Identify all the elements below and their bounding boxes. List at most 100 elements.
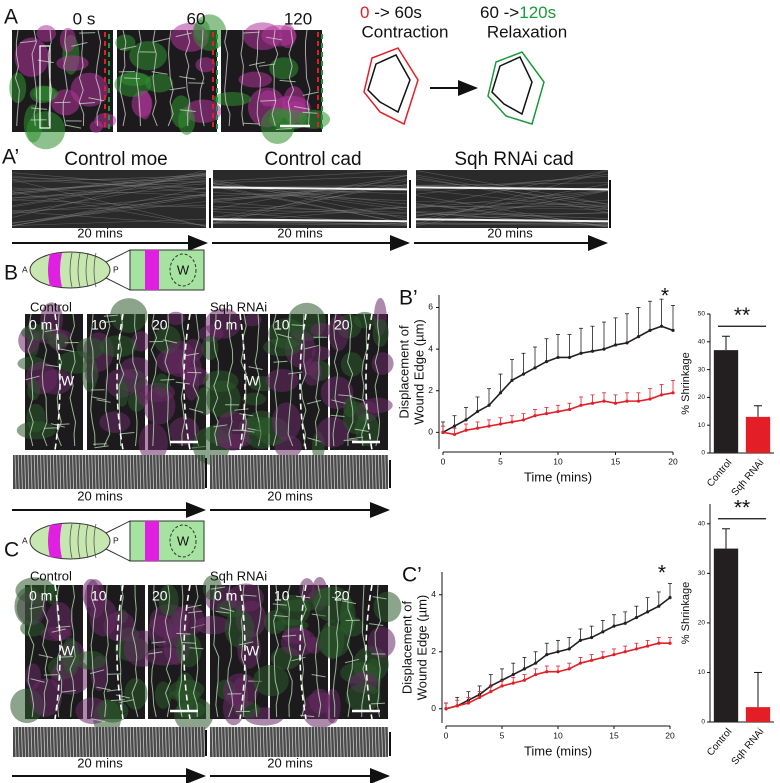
- embryo-stripe: [48, 524, 62, 558]
- wound-label: W: [177, 533, 190, 548]
- zoom-line: [105, 548, 131, 562]
- significance: *: [658, 562, 666, 585]
- data-point: [671, 328, 675, 332]
- kymo-streak: [358, 726, 361, 758]
- kymo-streak: [307, 454, 310, 490]
- data-point: [489, 690, 493, 694]
- kymo-streak: [212, 175, 408, 210]
- stain: [299, 578, 315, 602]
- cell-edge: [62, 29, 68, 127]
- stain: [29, 678, 63, 717]
- duration: 20 mins: [487, 225, 533, 240]
- cell-edge: [277, 333, 292, 339]
- kymo-streak: [78, 726, 81, 758]
- y-tick-label: 20: [698, 620, 706, 627]
- kymo-streak: [155, 454, 158, 490]
- cell-edge: [354, 428, 369, 432]
- kymo-streak: [415, 212, 609, 227]
- cell-edge: [361, 584, 368, 718]
- x-tick-label: 10: [553, 730, 563, 740]
- kymo-streak: [298, 454, 300, 490]
- data-point: [511, 681, 515, 685]
- kymo-streak: [65, 726, 68, 758]
- stain: [367, 626, 396, 658]
- cell-edge: [374, 584, 382, 718]
- wound-edge: [239, 584, 246, 720]
- data-point: [455, 704, 459, 708]
- cell-edge: [19, 40, 37, 44]
- kymo-streak: [129, 726, 132, 758]
- cell-edge: [248, 61, 266, 66]
- time-label: 0 m: [29, 317, 52, 333]
- cell-edge: [213, 424, 228, 428]
- data-point: [623, 650, 627, 654]
- stain: [21, 324, 54, 341]
- kymo-streak: [352, 454, 355, 490]
- data-point: [612, 624, 616, 628]
- kymo-streak: [152, 726, 154, 758]
- legend-relaxation: 60 ->120s: [480, 3, 556, 22]
- kymo-streak: [278, 454, 281, 490]
- kymo-streak: [117, 454, 119, 490]
- data-point: [671, 391, 675, 395]
- kymo-streak: [243, 454, 246, 490]
- cell-edge: [240, 584, 247, 718]
- kymo-streak: [81, 726, 84, 758]
- kymo-streak: [174, 454, 177, 490]
- cell-edge: [41, 313, 48, 447]
- data-point: [567, 647, 571, 651]
- cell-edge: [169, 87, 186, 91]
- data-point: [556, 670, 560, 674]
- stain: [238, 71, 272, 88]
- kymo-streak: [40, 726, 42, 758]
- data-point: [579, 403, 583, 407]
- stain: [9, 72, 27, 104]
- data-point: [625, 399, 629, 403]
- stain: [94, 113, 117, 129]
- wound-edge: [299, 584, 307, 720]
- bar: [713, 548, 739, 722]
- kymo-streak: [371, 454, 374, 490]
- wound-edge: [54, 584, 61, 720]
- y-axis-label: Wound Edge (µm): [411, 319, 426, 425]
- kymo-streak: [298, 726, 300, 758]
- kymo-streak: [97, 454, 100, 490]
- cell-edge: [307, 437, 322, 443]
- y-tick-label: 2: [428, 385, 433, 395]
- kymo-streak: [230, 726, 233, 758]
- kymo-streak: [120, 454, 122, 490]
- kymo-streak: [11, 187, 207, 197]
- kymo-streak: [110, 726, 113, 758]
- data-point: [634, 647, 639, 651]
- kymo-streak: [212, 169, 408, 182]
- data-point: [668, 641, 672, 645]
- stain: [129, 41, 168, 71]
- kymo-streak: [75, 726, 78, 758]
- data-point: [452, 432, 457, 437]
- kymo-streak: [212, 211, 408, 225]
- kymo-streak: [11, 193, 207, 226]
- kymo-streak: [107, 726, 110, 758]
- embryo-segment: [85, 252, 89, 288]
- kymo-streak: [101, 454, 103, 490]
- cell-edge: [43, 427, 58, 429]
- cell-edge: [287, 313, 294, 447]
- legend-to: 120s: [519, 3, 556, 22]
- stain: [59, 27, 77, 53]
- kymo-streak: [104, 454, 106, 490]
- kymo-streak: [323, 454, 326, 490]
- kymo-streak: [259, 726, 262, 758]
- cell-edge: [273, 360, 288, 363]
- time-label: 20: [152, 588, 168, 604]
- kymo-streak: [269, 454, 271, 490]
- kymo-streak: [368, 454, 371, 490]
- kymo-title: Control moe: [64, 149, 168, 170]
- kymo-streak: [11, 199, 207, 208]
- stain: [311, 346, 331, 361]
- data-point: [441, 430, 445, 434]
- stain: [103, 611, 136, 642]
- x-tick-label: Sqh RNAi: [730, 458, 767, 499]
- embryo-segment: [77, 523, 81, 559]
- time-label: 10: [91, 317, 107, 333]
- kymo-streak: [365, 726, 367, 758]
